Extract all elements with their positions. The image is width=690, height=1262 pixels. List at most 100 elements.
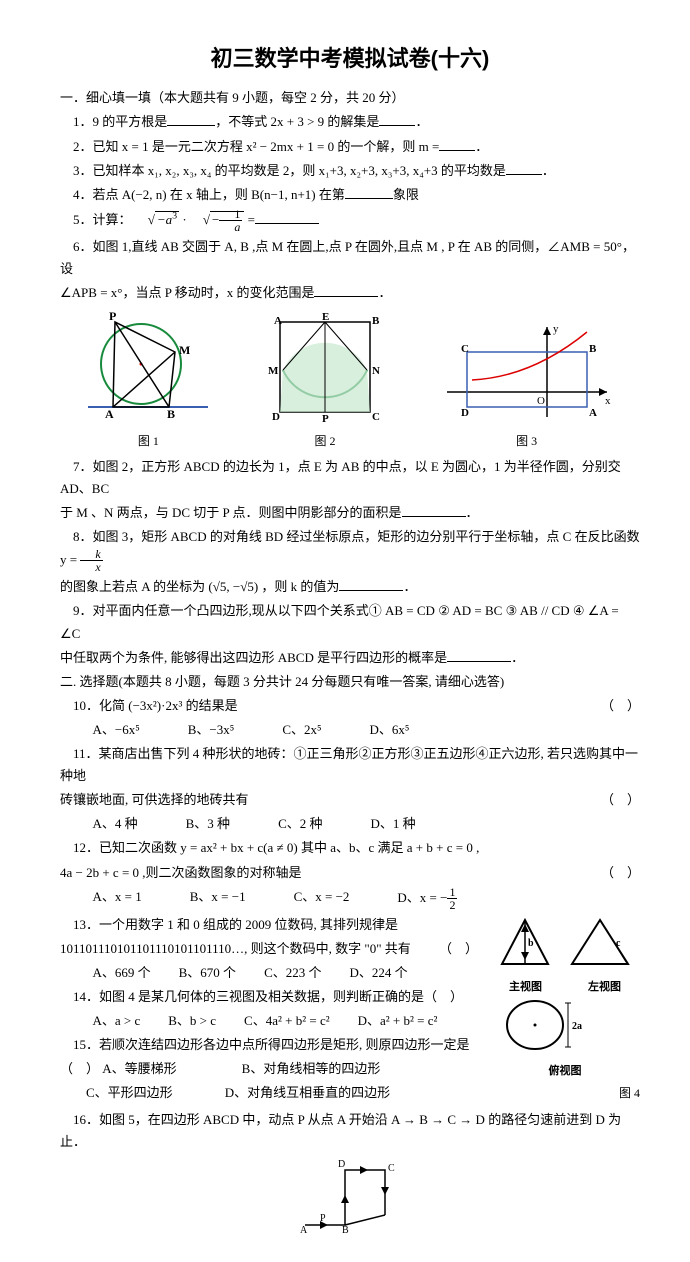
figure-5: A B D C P (60, 1155, 640, 1242)
q11-options: A、4 种 B、3 种 C、2 种 D、1 种 (93, 813, 641, 835)
q13-cont: 101101110101101110101101110…, 则这个数码中, 数字… (60, 938, 478, 960)
svg-text:A: A (274, 315, 282, 327)
opt-a: A、等腰梯形 (102, 1061, 176, 1076)
q15: 15．若顺次连结四边形各边中点所得四边形是矩形, 则原四边形一定是 (60, 1034, 478, 1056)
section-a-head: 一．细心填一填（本大题共有 9 小题，每空 2 分，共 20 分） (60, 87, 640, 109)
fig3-caption: 图 3 (437, 431, 617, 451)
svg-text:c: c (616, 938, 621, 949)
svg-text:C: C (461, 343, 469, 355)
svg-text:C: C (388, 1163, 395, 1174)
svg-text:M: M (179, 343, 190, 357)
opt-a: A、4 种 (93, 813, 138, 835)
q10-options: A、−6x⁵ B、−3x⁵ C、2x⁵ D、6x⁵ (93, 719, 641, 741)
q1: 1．9 的平方根是，不等式 2x + 3 > 9 的解集是． (60, 111, 640, 133)
blank (447, 648, 511, 662)
opt-a: A、−6x⁵ (93, 719, 140, 741)
q6b: ∠APB = x°，当点 P 移动时，x 的变化范围是 (60, 285, 314, 300)
q15a: 15．若顺次连结四边形各边中点所得四边形是矩形, 则原四边形一定是 (73, 1037, 470, 1052)
q13b: 101101110101101110101101110…, 则这个数码中, 数字… (60, 938, 411, 960)
q13: 13．一个用数字 1 和 0 组成的 2009 位数码, 其排列规律是 (60, 914, 478, 936)
svg-text:A: A (105, 407, 114, 421)
svg-text:P: P (109, 312, 116, 323)
q7a: 7．如图 2，正方形 ABCD 的边长为 1，点 E 为 AB 的中点，以 E … (60, 459, 621, 496)
q1-text: 1．9 的平方根是 (73, 114, 167, 129)
q10: 10．化简 (−3x²)·2x³ 的结果是 （ ） (60, 695, 640, 717)
blank (167, 112, 215, 126)
svg-text:b: b (528, 938, 534, 949)
q7-cont: 于 M 、N 两点，与 DC 切于 P 点．则图中阴影部分的面积是 ． (60, 502, 640, 524)
opt-d: D、x = −12 (397, 886, 457, 912)
page-title: 初三数学中考模拟试卷(十六) (60, 40, 640, 77)
q4b: 象限 (393, 187, 419, 202)
q12: 12．已知二次函数 y = ax² + bx + c(a ≠ 0) 其中 a、b… (60, 837, 640, 859)
fig4-caption: 图 4 (490, 1083, 640, 1103)
q12b: 4a − 2b + c = 0 ,则二次函数图象的对称轴是 (60, 862, 302, 884)
opt-d: D、224 个 (349, 962, 407, 984)
svg-text:D: D (461, 407, 469, 419)
svg-text:N: N (372, 365, 380, 377)
q6: 6．如图 1,直线 AB 交圆于 A, B ,点 M 在圆上,点 P 在圆外,且… (60, 236, 640, 280)
q7c: ． (466, 505, 479, 520)
q3-text: 3．已知样本 x₁, x₂, x₃, x₄ 的平均数是 2，则 x₁+3, x₂… (73, 163, 506, 178)
sqrt-icon: −a3 (135, 209, 179, 231)
q9b: 中任取两个为条件, 能够得出这四边形 ABCD 是平行四边形的概率是 (60, 650, 447, 665)
opt-c: C、平形四边形 (86, 1085, 173, 1100)
zhuv-label: 主视图 (509, 978, 542, 997)
opt-a: A、a > c (93, 1010, 141, 1032)
svg-text:P: P (320, 1213, 326, 1224)
svg-text:M: M (268, 365, 279, 377)
svg-text:A: A (300, 1225, 308, 1235)
opt-c: C、223 个 (264, 962, 321, 984)
q15-opts2: C、平形四边形 D、对角线互相垂直的四边形 (60, 1082, 478, 1104)
q11-paren: （ ） (601, 789, 640, 811)
blank (345, 185, 393, 199)
svg-text:O: O (537, 395, 545, 407)
q15-paren: （ ） A、等腰梯形 B、对角线相等的四边形 (60, 1058, 478, 1080)
opt-c: C、4a² + b² = c² (244, 1010, 330, 1032)
q12-paren: （ ） (601, 862, 640, 884)
blank (439, 137, 475, 151)
opt-c: C、2x⁵ (282, 719, 321, 741)
q9: 9．对平面内任意一个凸四边形,现从以下四个关系式① AB = CD ② AD =… (60, 600, 640, 644)
opt-b: B、−3x⁵ (188, 719, 235, 741)
opt-b: B、b > c (168, 1010, 216, 1032)
q8: 8．如图 3，矩形 ABCD 的对角线 BD 经过坐标原点，矩形的边分别平行于坐… (60, 526, 640, 574)
q11a: 11．某商店出售下列 4 种形状的地砖：①正三角形②正方形③正五边形④正六边形,… (60, 746, 638, 783)
svg-text:E: E (322, 312, 329, 323)
opt-d: D、a² + b² = c² (358, 1010, 438, 1032)
q7: 7．如图 2，正方形 ABCD 的边长为 1，点 E 为 AB 的中点，以 E … (60, 456, 640, 500)
fuv-label: 俯视图 (490, 1062, 640, 1081)
q6a: 6．如图 1,直线 AB 交圆于 A, B ,点 M 在圆上,点 P 在圆外,且… (60, 239, 635, 276)
figure-1: P M A B 图 1 (83, 312, 213, 451)
fig1-caption: 图 1 (83, 431, 213, 451)
opt-d: D、1 种 (370, 813, 415, 835)
q7b: 于 M 、N 两点，与 DC 切于 P 点．则图中阴影部分的面积是 (60, 505, 402, 520)
figures-row-1: P M A B 图 1 A E B M N D P C 图 2 (60, 312, 640, 451)
figure-3: C B D A O x y 图 3 (437, 322, 617, 451)
svg-text:B: B (167, 407, 175, 421)
q11-cont: 砖镶嵌地面, 可供选择的地砖共有 （ ） (60, 789, 640, 811)
q16: 16．如图 5，在四边形 ABCD 中，动点 P 从点 A 开始沿 A → B … (60, 1109, 640, 1153)
blank (506, 161, 542, 175)
q11b: 砖镶嵌地面, 可供选择的地砖共有 (60, 789, 249, 811)
svg-text:B: B (589, 343, 597, 355)
opt-d: D、对角线互相垂直的四边形 (225, 1085, 390, 1100)
svg-text:B: B (342, 1225, 349, 1235)
svg-text:B: B (372, 315, 380, 327)
figure-4: b c 主视图 左视图 2a 俯视图 图 4 (490, 912, 640, 1103)
q1b: ，不等式 2x + 3 > 9 的解集是 (215, 114, 379, 129)
svg-text:P: P (322, 413, 329, 422)
q3: 3．已知样本 x₁, x₂, x₃, x₄ 的平均数是 2，则 x₁+3, x₂… (60, 160, 640, 182)
q2b: ． (475, 139, 488, 154)
q11: 11．某商店出售下列 4 种形状的地砖：①正三角形②正方形③正五边形④正六边形,… (60, 743, 640, 787)
q8b: 的图象上若点 A 的坐标为 (√5, −√5) ，则 k 的值为 (60, 579, 339, 594)
section-b-head: 二. 选择题(本题共 8 小题，每题 3 分共计 24 分每题只有唯一答案, 请… (60, 671, 640, 693)
opt-c: C、2 种 (278, 813, 322, 835)
opt-a: A、669 个 (93, 962, 151, 984)
q6-cont: ∠APB = x°，当点 P 移动时，x 的变化范围是． (60, 282, 640, 304)
q8c: ． (403, 579, 416, 594)
q12a: 12．已知二次函数 y = ax² + bx + c(a ≠ 0) 其中 a、b… (73, 840, 479, 855)
q9c: ． (511, 650, 524, 665)
q14-options: A、a > c B、b > c C、4a² + b² = c² D、a² + b… (93, 1010, 479, 1032)
q12-options: A、x = 1 B、x = −1 C、x = −2 D、x = −12 (93, 886, 641, 912)
